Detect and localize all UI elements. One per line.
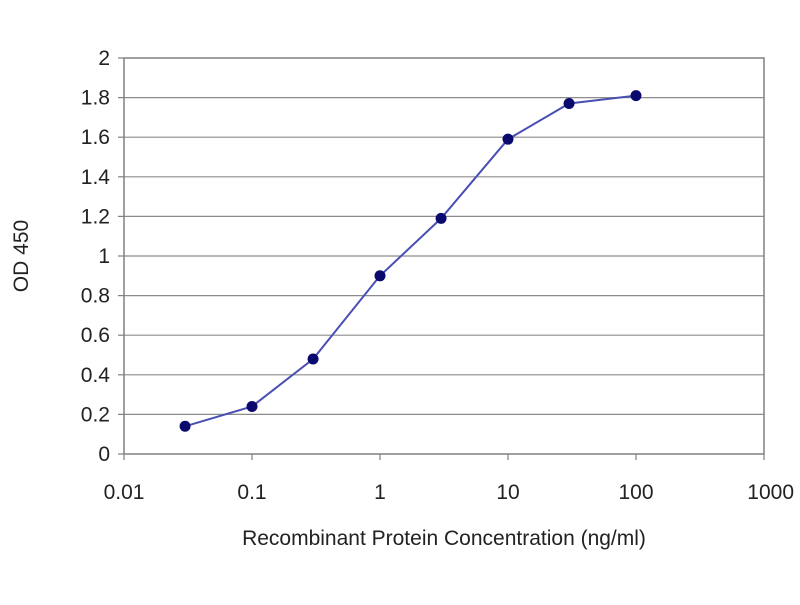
x-tick-label-5: 1000 <box>747 481 794 504</box>
y-tick-label-7: 1.4 <box>81 166 111 189</box>
data-point-0-2 <box>307 353 319 365</box>
y-axis-title: OD 450 <box>10 220 33 292</box>
data-point-0-7 <box>630 90 642 102</box>
data-point-0-1 <box>246 400 258 412</box>
y-axis-ticks: 0 0.2 0.4 0.6 0.8 1 1.2 1.4 1.6 1.8 2 <box>81 47 124 466</box>
series <box>179 90 642 432</box>
y-tick-label-10: 2 <box>98 47 110 70</box>
y-tick-label-9: 1.8 <box>81 87 110 110</box>
data-point-0-3 <box>374 270 386 282</box>
data-point-0-0 <box>179 420 191 432</box>
series-line-0 <box>184 94 637 428</box>
data-point-0-5 <box>502 133 514 145</box>
y-tick-label-6: 1.2 <box>81 205 110 228</box>
x-tick-label-2: 1 <box>374 481 386 504</box>
y-tick-label-3: 0.6 <box>81 324 110 347</box>
y-tick-label-4: 0.8 <box>81 285 110 308</box>
data-point-0-6 <box>563 98 575 110</box>
y-tick-label-0: 0 <box>98 443 110 466</box>
y-tick-label-2: 0.4 <box>81 364 111 387</box>
x-tick-label-1: 0.1 <box>237 481 266 504</box>
x-tick-label-3: 10 <box>496 481 519 504</box>
x-tick-label-4: 100 <box>618 481 653 504</box>
x-axis-title: Recombinant Protein Concentration (ng/ml… <box>242 527 646 550</box>
x-tick-label-0: 0.01 <box>104 481 145 504</box>
y-tick-label-1: 0.2 <box>81 403 110 426</box>
x-axis-ticks: 0.01 0.1 1 10 100 1000 <box>104 454 794 504</box>
y-tick-label-8: 1.6 <box>81 126 110 149</box>
y-tick-label-5: 1 <box>98 245 110 268</box>
data-point-0-4 <box>435 212 447 224</box>
